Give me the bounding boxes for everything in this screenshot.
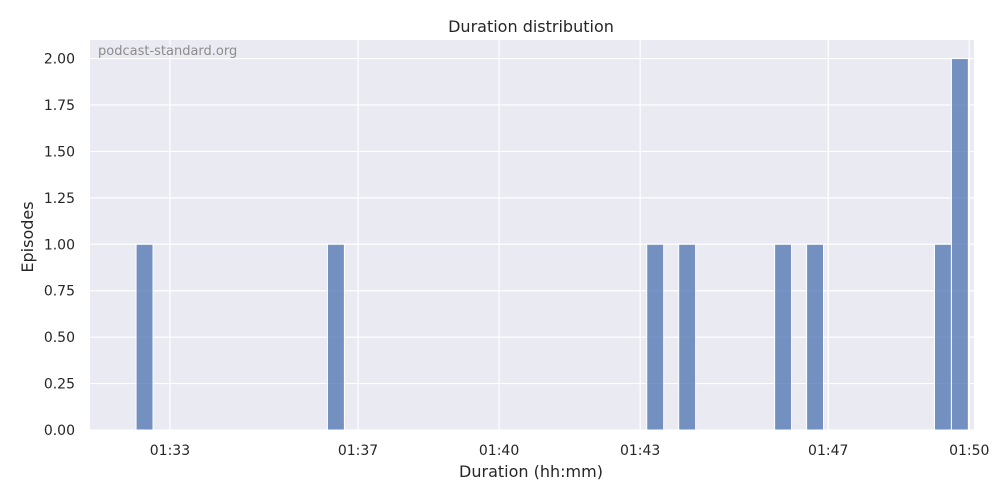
y-tick-label: 1.50	[44, 144, 75, 160]
x-tick-label: 01:43	[620, 443, 660, 459]
x-tick-label: 01:47	[808, 443, 848, 459]
histogram-bar	[326, 243, 345, 431]
histogram-bar	[934, 243, 952, 431]
y-tick-label: 0.50	[44, 330, 75, 346]
y-tick-label: 0.75	[44, 284, 75, 300]
x-axis-label: Duration (hh:mm)	[459, 462, 603, 481]
y-tick-label: 1.00	[44, 237, 75, 253]
bars	[135, 58, 969, 431]
watermark-text: podcast-standard.org	[98, 44, 237, 59]
plot-background	[90, 40, 974, 430]
y-tick-label: 2.00	[44, 52, 75, 68]
histogram-bar	[950, 58, 969, 431]
histogram-bar	[135, 243, 154, 431]
y-tick-label: 0.25	[44, 377, 75, 393]
histogram-bar	[806, 243, 825, 431]
x-tick-labels: 01:33 01:37 01:40 01:43 01:47 01:50	[150, 443, 990, 459]
x-tick-label: 01:50	[949, 443, 989, 459]
y-tick-label: 1.75	[44, 98, 75, 114]
histogram-bar	[774, 243, 793, 431]
y-tick-label: 0.00	[44, 423, 75, 439]
x-tick-label: 01:37	[338, 443, 378, 459]
histogram-bar	[678, 243, 697, 431]
x-tick-label: 01:40	[479, 443, 519, 459]
y-tick-label: 1.25	[44, 191, 75, 207]
chart-title: Duration distribution	[448, 17, 614, 36]
histogram-bar	[646, 243, 665, 431]
y-gridlines	[90, 57, 974, 431]
y-tick-labels: 0.00 0.25 0.50 0.75 1.00 1.25 1.50 1.75 2.00	[44, 52, 75, 439]
x-tick-label: 01:33	[150, 443, 190, 459]
y-axis-label: Episodes	[18, 201, 37, 272]
